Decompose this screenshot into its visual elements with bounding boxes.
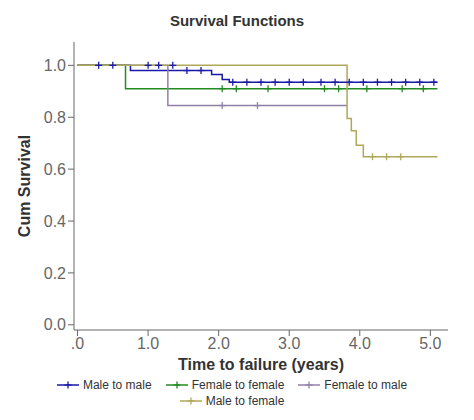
svg-text:0.6: 0.6 [44,161,66,178]
html-text:Female to male: Female to male [324,378,408,392]
svg-text:0.2: 0.2 [44,265,66,282]
html-text:Male to male: Male to male [82,378,152,392]
svg-text:2.0: 2.0 [208,335,230,352]
svg-text:.0: .0 [71,335,84,352]
html-text:Male to female: Male to female [205,394,285,408]
html-text:Survival Functions: Survival Functions [169,12,305,29]
svg-text:0.8: 0.8 [44,109,66,126]
svg-text:Cum Survival: Cum Survival [16,135,33,237]
svg-text:Time to failure (years): Time to failure (years) [178,356,344,373]
svg-text:4.0: 4.0 [349,335,371,352]
svg-text:5.0: 5.0 [419,335,441,352]
svg-text:0.4: 0.4 [44,213,66,230]
svg-text:1.0: 1.0 [44,57,66,74]
svg-text:1.0: 1.0 [137,335,159,352]
svg-text:0.0: 0.0 [44,316,66,333]
svg-text:3.0: 3.0 [278,335,300,352]
html-text:Female to female: Female to female [191,378,285,392]
